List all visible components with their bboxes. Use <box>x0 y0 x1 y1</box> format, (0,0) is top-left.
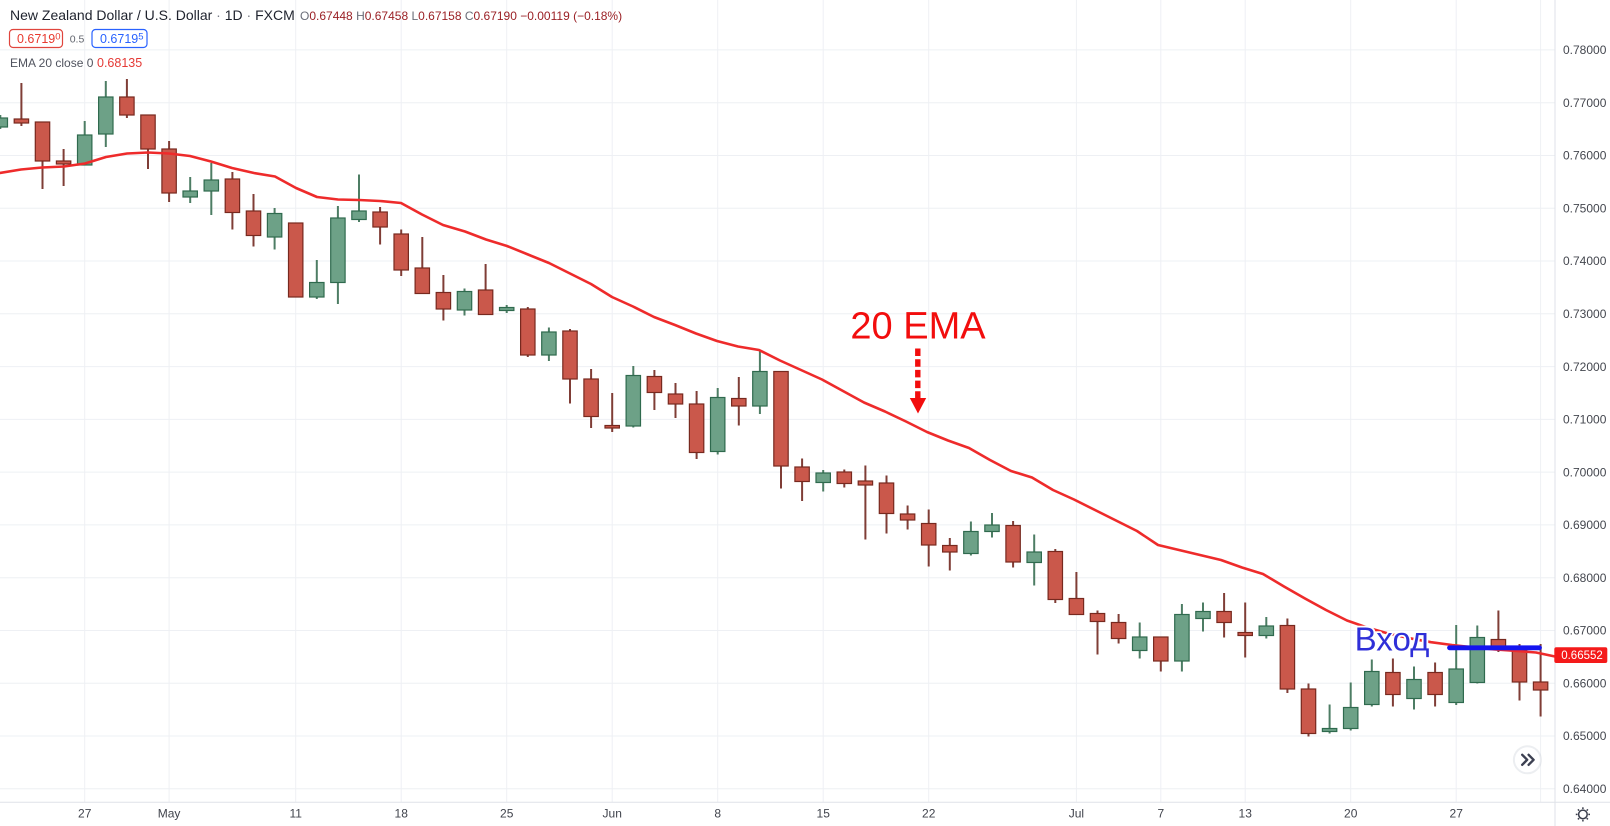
svg-text:O0.67448 H0.67458 L0.67158 C0.: O0.67448 H0.67458 L0.67158 C0.67190 −0.0… <box>300 9 622 23</box>
svg-text:Jun: Jun <box>603 807 622 821</box>
svg-text:7: 7 <box>1157 807 1164 821</box>
svg-text:15: 15 <box>817 807 831 821</box>
svg-text:0.77000: 0.77000 <box>1563 96 1607 110</box>
svg-text:0.72000: 0.72000 <box>1563 360 1607 374</box>
svg-text:0.66552: 0.66552 <box>1561 650 1603 662</box>
svg-text:0.69000: 0.69000 <box>1563 518 1607 532</box>
svg-text:27: 27 <box>78 807 92 821</box>
svg-text:11: 11 <box>289 807 302 821</box>
svg-text:0.67190: 0.67190 <box>17 32 61 47</box>
svg-text:New Zealand Dollar / U.S. Doll: New Zealand Dollar / U.S. Dollar · 1D · … <box>10 7 295 23</box>
svg-text:20: 20 <box>1344 807 1358 821</box>
svg-text:0.68135: 0.68135 <box>97 56 142 70</box>
svg-text:0.5: 0.5 <box>70 34 85 46</box>
svg-text:22: 22 <box>922 807 936 821</box>
svg-text:0.76000: 0.76000 <box>1563 149 1607 163</box>
svg-text:May: May <box>158 807 181 821</box>
svg-text:13: 13 <box>1239 807 1253 821</box>
svg-text:0.64000: 0.64000 <box>1563 782 1607 796</box>
svg-text:0.67000: 0.67000 <box>1563 624 1607 638</box>
svg-text:27: 27 <box>1450 807 1464 821</box>
svg-text:0.74000: 0.74000 <box>1563 254 1607 268</box>
svg-text:0.65000: 0.65000 <box>1563 729 1607 743</box>
svg-text:0.71000: 0.71000 <box>1563 413 1607 427</box>
svg-text:18: 18 <box>395 807 409 821</box>
svg-text:0.78000: 0.78000 <box>1563 43 1607 57</box>
svg-text:25: 25 <box>500 807 514 821</box>
svg-text:0.70000: 0.70000 <box>1563 465 1607 479</box>
svg-text:0.68000: 0.68000 <box>1563 571 1607 585</box>
svg-text:20 EMA: 20 EMA <box>850 306 986 348</box>
svg-text:0.75000: 0.75000 <box>1563 201 1607 215</box>
svg-text:Вход: Вход <box>1355 621 1430 658</box>
svg-text:EMA 20 close 0: EMA 20 close 0 <box>10 56 94 70</box>
svg-text:0.67195: 0.67195 <box>100 32 144 47</box>
svg-text:0.66000: 0.66000 <box>1563 677 1607 691</box>
svg-text:0.73000: 0.73000 <box>1563 307 1607 321</box>
svg-text:8: 8 <box>714 807 721 821</box>
svg-text:Jul: Jul <box>1069 807 1084 821</box>
